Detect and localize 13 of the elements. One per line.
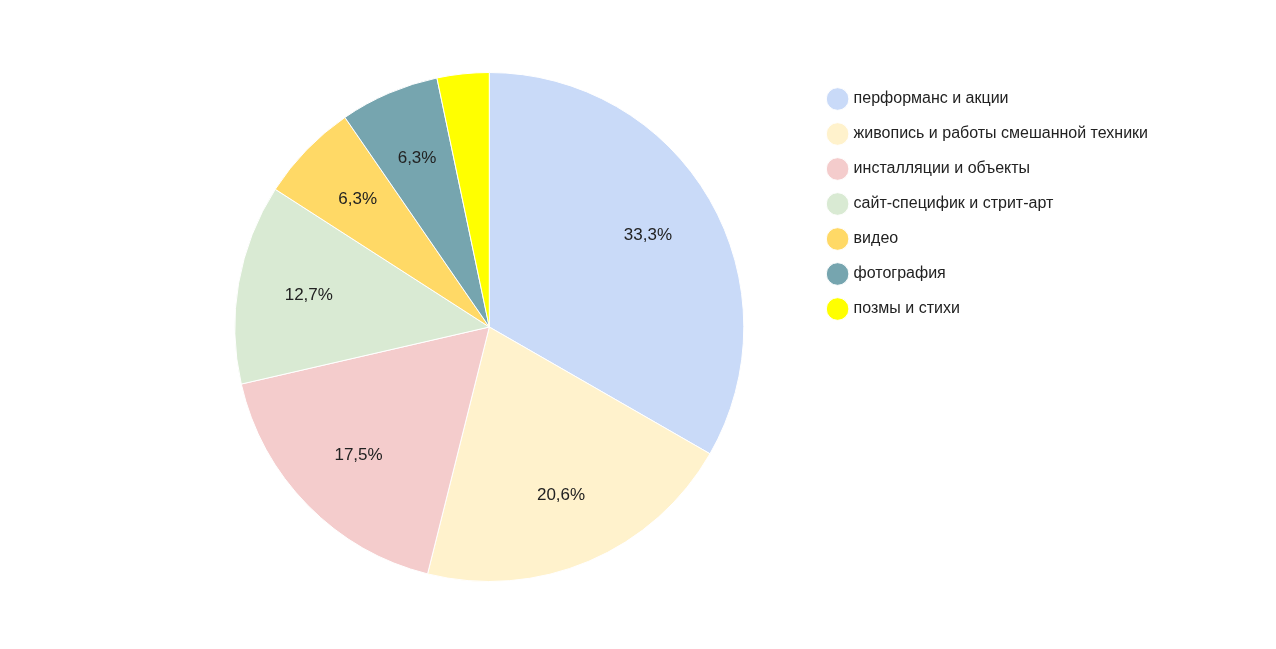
legend-label: сайт-специфик и стрит-арт: [853, 194, 1054, 212]
data-label: 6,3%: [338, 189, 378, 209]
data-label: 12,7%: [284, 285, 333, 305]
legend-label: видео: [853, 229, 899, 247]
legend-label: живопись и работы смешанной техники: [853, 124, 1149, 142]
legend-label: позмы и стихи: [853, 299, 960, 317]
legend-label: фотография: [853, 264, 946, 282]
legend-label: инсталляции и объекты: [853, 159, 1031, 177]
data-label: 17,5%: [334, 445, 383, 465]
legend-label: перформанс и акции: [853, 89, 1009, 107]
data-label: 33,3%: [623, 224, 672, 244]
data-label: 20,6%: [536, 485, 586, 505]
data-label: 6,3%: [397, 148, 437, 168]
